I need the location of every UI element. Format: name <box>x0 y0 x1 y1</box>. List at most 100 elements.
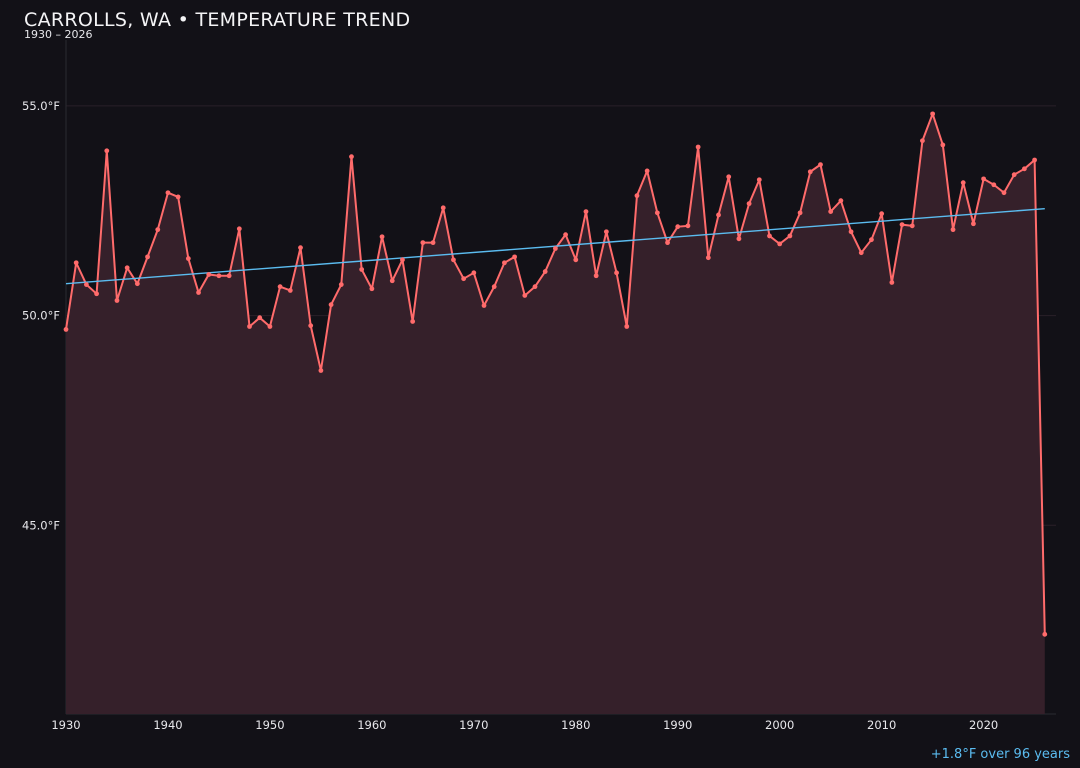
data-point <box>471 270 477 276</box>
data-point <box>369 286 375 292</box>
data-point <box>308 323 314 329</box>
x-tick-label: 1990 <box>663 718 692 732</box>
data-point <box>1032 157 1037 163</box>
data-point <box>848 229 854 235</box>
data-point <box>410 319 416 324</box>
data-point <box>614 270 619 276</box>
data-point <box>889 280 895 285</box>
data-point <box>930 111 936 117</box>
data-point <box>257 315 263 321</box>
data-point <box>940 142 946 148</box>
data-point <box>818 162 823 168</box>
data-point <box>777 241 783 247</box>
x-tick-label: 1940 <box>153 718 182 732</box>
data-point <box>430 240 436 246</box>
y-tick-label: 50.0°F <box>22 309 60 323</box>
data-point <box>981 176 987 182</box>
data-point <box>991 182 997 188</box>
data-point <box>624 324 630 329</box>
data-point <box>451 257 456 263</box>
data-point <box>797 210 803 216</box>
data-point <box>226 273 232 279</box>
chart-title: CARROLLS, WA • TEMPERATURE TREND <box>24 9 411 31</box>
data-point <box>716 212 721 218</box>
data-point <box>389 278 395 284</box>
data-point <box>552 246 558 251</box>
data-point <box>63 327 69 332</box>
data-point <box>73 260 79 266</box>
data-point <box>695 144 701 150</box>
data-point <box>726 174 732 180</box>
data-point <box>145 254 150 260</box>
data-point <box>420 240 426 246</box>
data-point <box>736 236 742 242</box>
data-point <box>155 227 161 233</box>
data-point <box>247 324 252 329</box>
data-point <box>1021 166 1027 172</box>
data-point <box>1001 190 1007 196</box>
x-tick-label: 1970 <box>459 718 488 732</box>
data-point <box>175 194 181 200</box>
data-point <box>920 138 925 144</box>
data-point <box>267 324 273 329</box>
data-point <box>287 288 293 293</box>
data-point <box>685 223 691 229</box>
data-point <box>400 257 405 263</box>
data-point <box>461 276 467 282</box>
data-point <box>532 284 538 290</box>
data-point <box>563 232 568 238</box>
data-point <box>1042 631 1048 637</box>
data-point <box>359 267 365 272</box>
x-tick-label: 2010 <box>867 718 896 732</box>
data-point <box>134 281 140 287</box>
data-point <box>216 273 222 279</box>
data-point <box>542 269 548 274</box>
data-point <box>705 255 711 261</box>
data-point <box>767 233 772 239</box>
data-point <box>196 290 201 295</box>
data-point <box>593 273 599 279</box>
data-point <box>603 229 609 235</box>
data-point <box>1011 172 1017 178</box>
data-point <box>206 272 212 277</box>
data-point <box>858 250 864 256</box>
x-tick-label: 1950 <box>255 718 284 732</box>
data-point <box>899 222 905 227</box>
area-fill <box>66 113 1045 714</box>
y-tick-label: 55.0°F <box>22 99 60 113</box>
data-point <box>675 224 681 230</box>
data-point <box>124 265 130 271</box>
data-point <box>236 226 242 232</box>
data-point <box>971 221 976 227</box>
data-point <box>491 284 497 290</box>
trend-annotation: +1.8°F over 96 years <box>930 747 1070 762</box>
data-point <box>318 368 324 373</box>
data-point <box>94 291 99 297</box>
data-point <box>512 254 518 260</box>
data-point <box>583 209 589 214</box>
data-point <box>522 293 528 298</box>
data-point <box>83 282 89 287</box>
data-point <box>298 245 303 251</box>
data-point <box>379 234 385 240</box>
data-point <box>654 210 660 216</box>
chart-subtitle: 1930 – 2026 <box>24 28 93 41</box>
data-point <box>838 198 844 204</box>
y-tick-label: 45.0°F <box>22 518 60 532</box>
data-point <box>828 209 834 214</box>
data-point <box>481 303 487 308</box>
x-tick-label: 2000 <box>765 718 794 732</box>
x-tick-label: 2020 <box>969 718 998 732</box>
data-point <box>338 282 344 287</box>
data-point <box>349 154 354 160</box>
data-point <box>807 169 813 175</box>
data-point <box>185 256 191 261</box>
x-tick-label: 1960 <box>357 718 386 732</box>
data-point <box>665 240 670 246</box>
data-point <box>277 284 283 290</box>
data-point <box>787 233 793 239</box>
data-point <box>104 148 110 154</box>
data-point <box>165 190 171 196</box>
data-point <box>869 237 874 243</box>
